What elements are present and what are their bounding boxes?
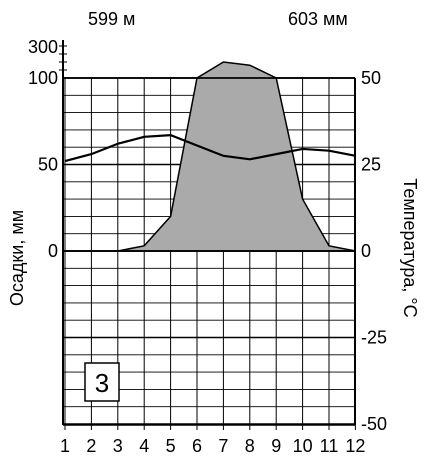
left-tick-label: 300	[28, 37, 58, 57]
panel-label: 3	[95, 368, 109, 398]
left-tick-label: 100	[28, 68, 58, 88]
x-tick-label: 5	[166, 436, 176, 456]
x-tick-label: 6	[192, 436, 202, 456]
x-tick-label: 11	[320, 436, 339, 456]
temperature-line	[64, 133, 356, 163]
x-tick-label: 1	[60, 436, 70, 456]
right-tick-label: 50	[361, 68, 381, 88]
x-tick-label: 10	[293, 436, 313, 456]
header-annual-precip: 603 мм	[288, 9, 348, 29]
right-tick-label: -50	[361, 414, 387, 434]
x-tick-label: 7	[218, 436, 228, 456]
precipitation-area	[65, 61, 356, 252]
panel-label-box	[84, 362, 120, 402]
x-tick-label: 9	[271, 436, 281, 456]
right-axis-title: Температура, °С	[400, 178, 420, 317]
right-tick-label: -25	[361, 328, 387, 348]
right-tick-label: 25	[361, 155, 381, 175]
chart-axes	[59, 40, 356, 430]
left-axis-title: Осадки, мм	[7, 210, 27, 306]
right-tick-label: 0	[361, 241, 371, 261]
x-tick-label: 12	[345, 436, 365, 456]
left-tick-label: 0	[48, 241, 58, 261]
header-elevation: 599 м	[88, 9, 135, 29]
precipitation-series	[65, 61, 356, 252]
x-tick-label: 8	[245, 436, 255, 456]
temperature-series	[64, 133, 356, 163]
x-tick-label: 3	[113, 436, 123, 456]
x-tick-label: 4	[139, 436, 149, 456]
x-tick-label: 2	[86, 436, 96, 456]
left-tick-label: 50	[38, 155, 58, 175]
